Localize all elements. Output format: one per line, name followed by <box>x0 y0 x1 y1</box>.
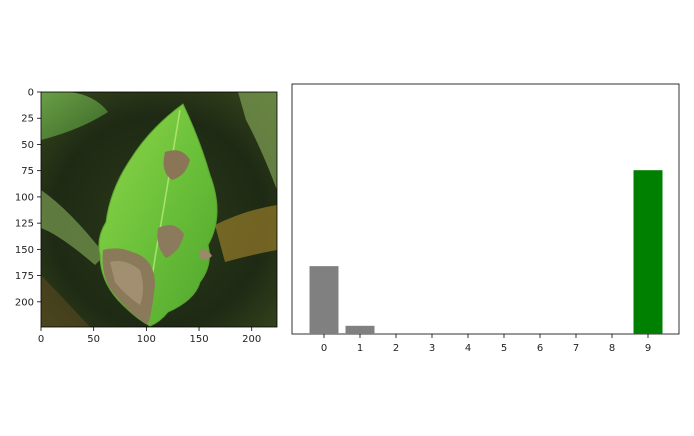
leaf-image-panel: 0 50 100 150 200 0 25 50 75 100 125 150 175 200 <box>15 88 278 345</box>
bar-x-tick-label: 2 <box>393 343 399 354</box>
image-x-tick-label: 200 <box>242 334 261 345</box>
image-y-tick-label: 75 <box>21 166 34 177</box>
image-y-tick-label: 125 <box>15 219 34 230</box>
image-x-tick-label: 50 <box>87 334 100 345</box>
bar-x-tick-label: 1 <box>357 343 363 354</box>
bar-chart-axes <box>291 83 680 335</box>
bar-x-tick-label: 8 <box>609 343 615 354</box>
bar-9 <box>633 170 663 334</box>
bar-series <box>309 170 663 334</box>
image-y-tick-label: 25 <box>21 114 34 125</box>
image-y-ticks: 0 25 50 75 100 125 150 175 200 <box>15 88 41 308</box>
image-x-tick-label: 0 <box>38 334 44 345</box>
leaf-image <box>41 92 277 327</box>
image-y-tick-label: 200 <box>15 297 34 308</box>
image-x-ticks: 0 50 100 150 200 <box>38 327 261 345</box>
image-y-tick-label: 100 <box>15 192 34 203</box>
bar-x-tick-label: 5 <box>501 343 507 354</box>
bar-x-tick-label: 9 <box>645 343 651 354</box>
bar-0 <box>309 266 339 334</box>
bar-x-tick-label: 6 <box>537 343 543 354</box>
bar-chart-panel: 0 1 2 3 4 5 6 7 8 9 <box>291 83 680 354</box>
image-y-tick-label: 50 <box>21 140 34 151</box>
bar-x-ticks: 0 1 2 3 4 5 6 7 8 9 <box>321 334 651 354</box>
image-y-tick-label: 150 <box>15 245 34 256</box>
bar-x-tick-label: 3 <box>429 343 435 354</box>
image-y-tick-label: 0 <box>28 88 34 99</box>
bar-1 <box>345 325 375 334</box>
bar-x-tick-label: 7 <box>573 343 579 354</box>
bar-x-tick-label: 4 <box>465 343 471 354</box>
bar-x-tick-label: 0 <box>321 343 327 354</box>
image-y-tick-label: 175 <box>15 271 34 282</box>
image-x-tick-label: 100 <box>137 334 156 345</box>
image-x-tick-label: 150 <box>189 334 208 345</box>
